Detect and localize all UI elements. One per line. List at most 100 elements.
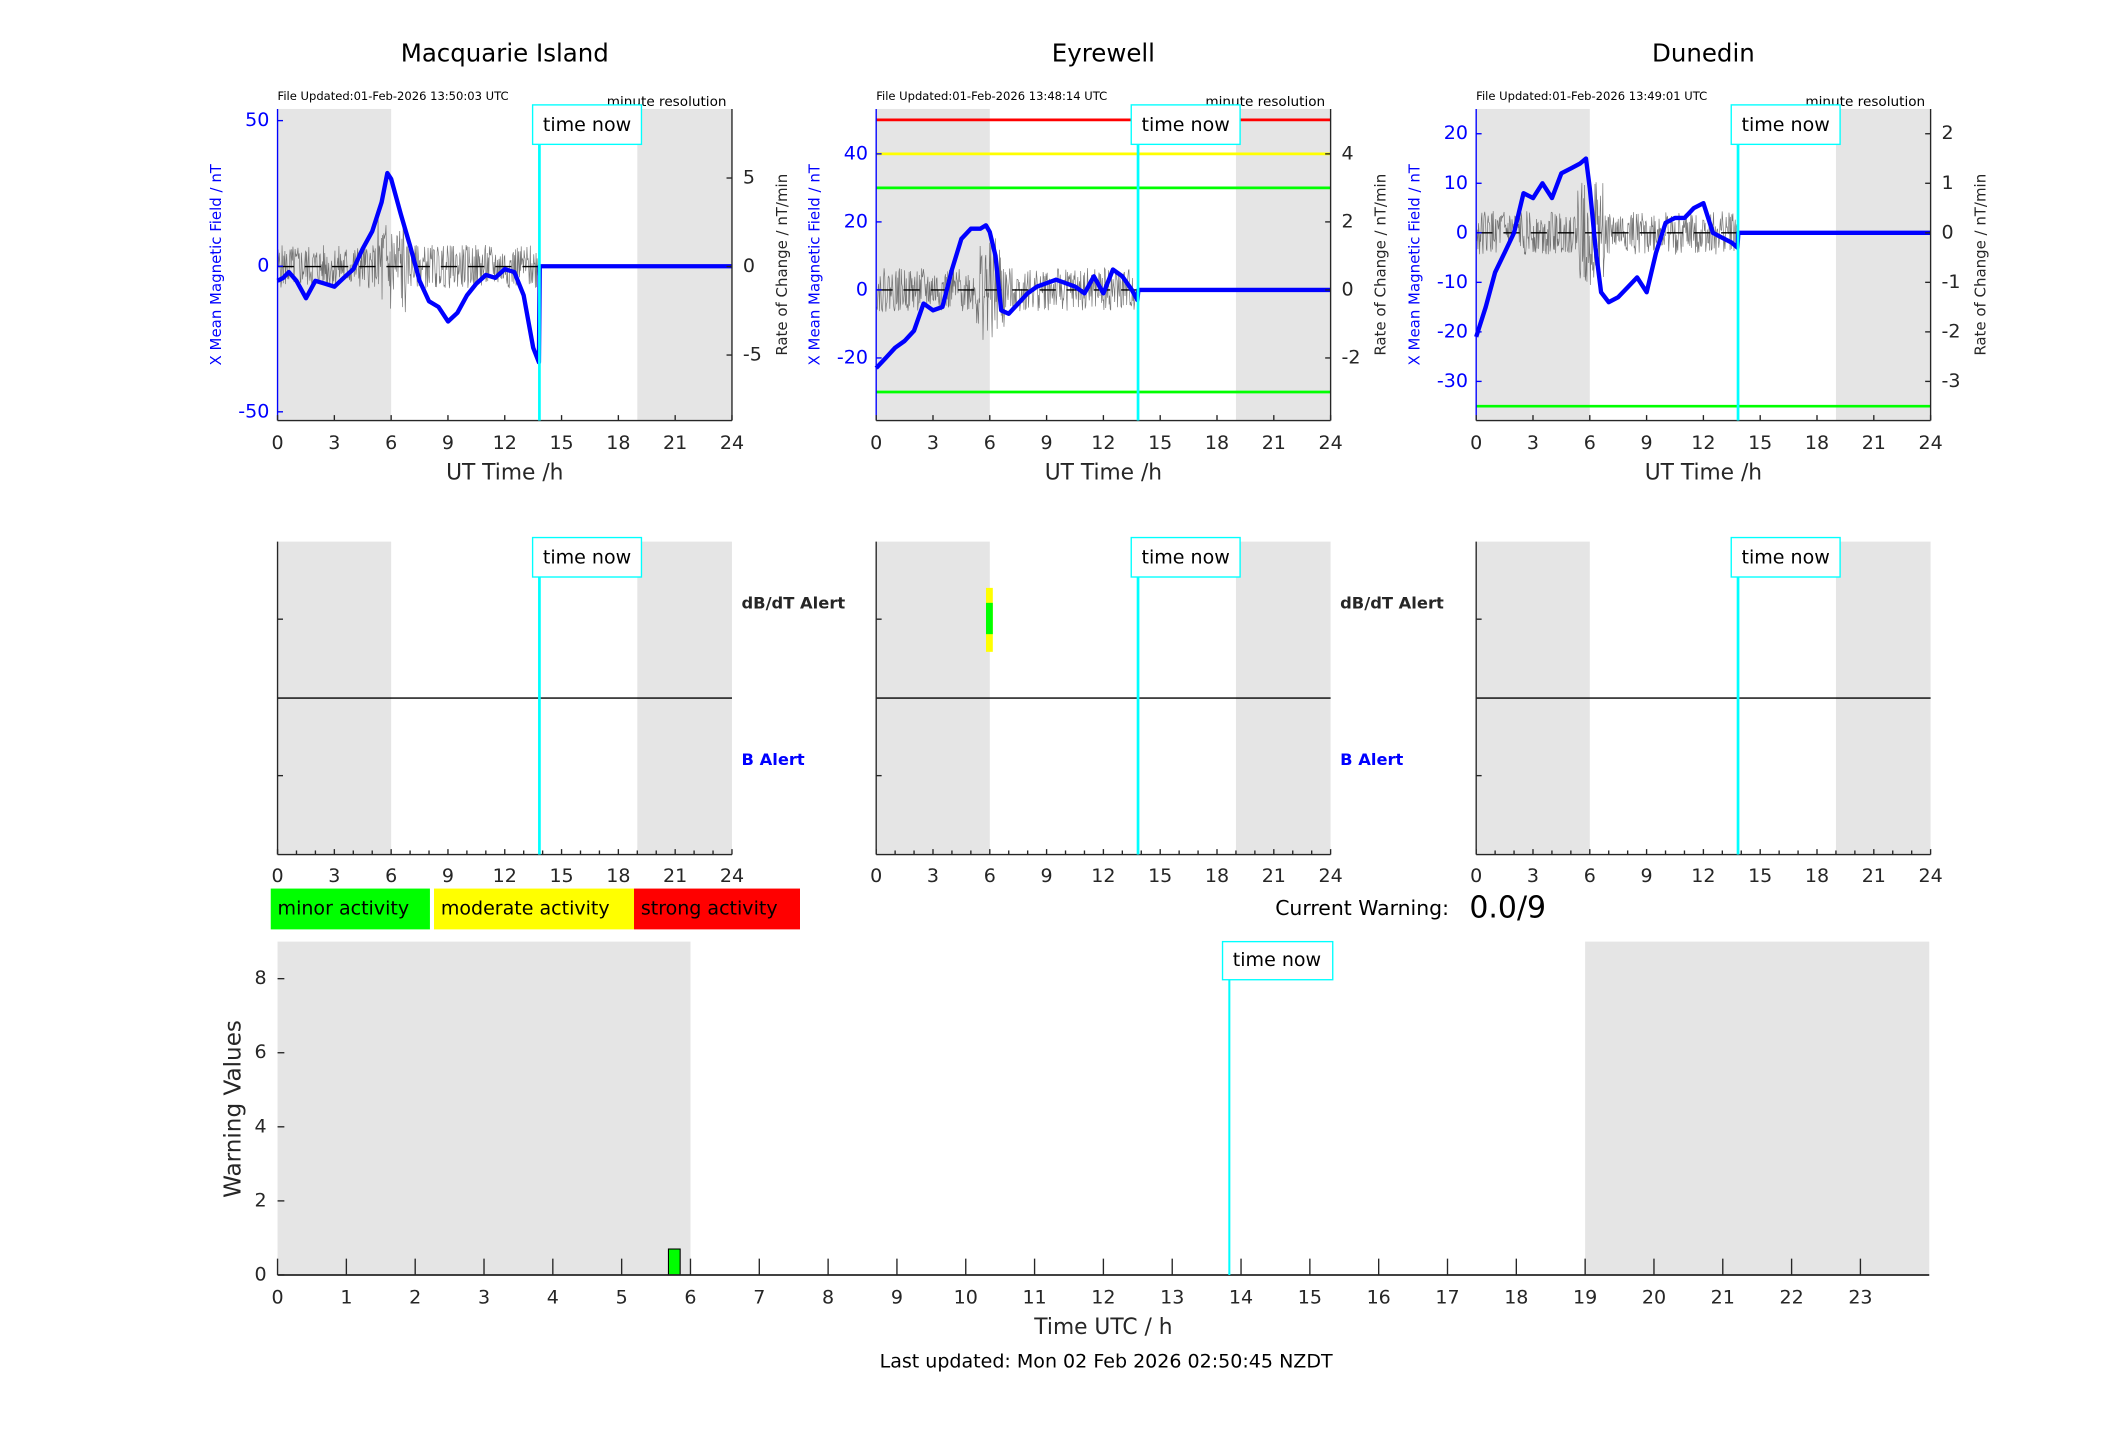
time-now-label: time now bbox=[1142, 114, 1230, 136]
x-tick-label: 6 bbox=[984, 865, 996, 887]
x-tick-label: 0 bbox=[271, 865, 283, 887]
right-tick-label: 2 bbox=[1941, 122, 1953, 144]
left-tick-label: -20 bbox=[1437, 320, 1468, 342]
time-now-label: time now bbox=[543, 546, 631, 568]
right-tick-label: -2 bbox=[1341, 346, 1360, 368]
time-now-box bbox=[1130, 536, 1241, 578]
x-tick-label: 0 bbox=[1470, 432, 1482, 454]
x-tick-label: 9 bbox=[1041, 865, 1053, 887]
legend-label: strong activity bbox=[641, 897, 778, 919]
alert-panel-1: 0 3 6 9 12 15 18 21 24 time now dB/dT Alert B Alert bbox=[870, 536, 1444, 887]
x-tick-label: 18 bbox=[1205, 865, 1229, 887]
rate-of-change-line bbox=[277, 217, 540, 313]
x-tick-label: 0 bbox=[271, 432, 283, 454]
station-title: Dunedin bbox=[1652, 39, 1755, 68]
current-warning-label: Current Warning: bbox=[1275, 896, 1449, 920]
dbdt-alert-label: dB/dT Alert bbox=[741, 594, 845, 613]
x-tick-label: 9 bbox=[442, 432, 454, 454]
legend-swatch bbox=[270, 888, 430, 930]
x-tick-label: 19 bbox=[1573, 1287, 1597, 1309]
left-axis-label: X Mean Magnetic Field / nT bbox=[805, 163, 823, 365]
warning-bar bbox=[667, 1248, 681, 1276]
x-tick-label: 15 bbox=[549, 865, 573, 887]
x-tick-label: 12 bbox=[1691, 432, 1715, 454]
y-tick-label: 6 bbox=[255, 1041, 267, 1063]
x-tick-label: 3 bbox=[478, 1287, 490, 1309]
x-tick-label: 24 bbox=[1918, 432, 1942, 454]
x-tick-label: 6 bbox=[984, 432, 996, 454]
x-tick-label: 11 bbox=[1022, 1287, 1046, 1309]
time-now-label: time now bbox=[1742, 546, 1830, 568]
x-tick-label: 15 bbox=[1148, 432, 1172, 454]
right-tick-label: 0 bbox=[743, 255, 755, 277]
right-tick-label: 0 bbox=[1941, 221, 1953, 243]
legend-swatch bbox=[434, 888, 635, 930]
x-tick-label: 24 bbox=[1918, 865, 1942, 887]
x-tick-label: 24 bbox=[720, 865, 744, 887]
x-tick-label: 12 bbox=[493, 432, 517, 454]
x-tick-label: 3 bbox=[927, 865, 939, 887]
time-now-box bbox=[1130, 104, 1241, 146]
left-tick-label: 40 bbox=[844, 142, 868, 164]
time-now-box bbox=[531, 104, 643, 146]
y-tick-label: 2 bbox=[255, 1189, 267, 1211]
left-axis-label: X Mean Magnetic Field / nT bbox=[207, 163, 225, 365]
x-tick-label: 7 bbox=[753, 1287, 765, 1309]
left-tick-label: -20 bbox=[837, 346, 868, 368]
x-tick-label: 18 bbox=[1805, 865, 1829, 887]
x-tick-label: 3 bbox=[1527, 865, 1539, 887]
night-shading bbox=[1585, 941, 1930, 1275]
x-tick-label: 12 bbox=[1091, 1287, 1115, 1309]
x-tick-label: 9 bbox=[1041, 432, 1053, 454]
x-tick-label: 0 bbox=[870, 432, 882, 454]
legend-swatch bbox=[634, 888, 800, 930]
time-now-label: time now bbox=[543, 114, 631, 136]
b-alert-label: B Alert bbox=[1340, 750, 1403, 769]
alert-panel-2: 0 3 6 9 12 15 18 21 24 time now bbox=[1470, 536, 1943, 887]
time-now-box bbox=[1730, 536, 1841, 578]
x-tick-label: 4 bbox=[547, 1287, 559, 1309]
x-tick-label: 15 bbox=[1148, 865, 1172, 887]
x-tick-label: 17 bbox=[1435, 1287, 1459, 1309]
y-tick-label: 0 bbox=[255, 1263, 267, 1285]
left-tick-label: 0 bbox=[1456, 221, 1468, 243]
left-tick-label: 0 bbox=[856, 278, 868, 300]
legend-label: minor activity bbox=[278, 897, 410, 919]
left-tick-label: 20 bbox=[844, 210, 868, 232]
x-tick-label: 24 bbox=[1318, 432, 1342, 454]
x-tick-label: 3 bbox=[328, 865, 340, 887]
x-tick-label: 21 bbox=[1711, 1287, 1735, 1309]
x-tick-label: 21 bbox=[1862, 865, 1886, 887]
x-tick-label: 18 bbox=[606, 865, 630, 887]
x-tick-label: 12 bbox=[493, 865, 517, 887]
station-panel-2: Dunedin File Updated:01-Feb-2026 13:49:01… bbox=[1405, 39, 1989, 486]
x-axis-label: UT Time /h bbox=[1045, 461, 1162, 486]
legend-label: moderate activity bbox=[441, 897, 610, 919]
x-tick-label: 9 bbox=[442, 865, 454, 887]
x-tick-label: 6 bbox=[385, 865, 397, 887]
x-tick-label: 0 bbox=[271, 1287, 283, 1309]
last-updated-text: Last updated: Mon 02 Feb 2026 02:50:45 N… bbox=[880, 1351, 1333, 1373]
x-tick-label: 12 bbox=[1091, 865, 1115, 887]
right-axis-label: Rate of Change / nT/min bbox=[773, 174, 791, 356]
file-updated-text: File Updated:01-Feb-2026 13:50:03 UTC bbox=[278, 89, 509, 103]
station-panel-1: Eyrewell File Updated:01-Feb-2026 13:48:1… bbox=[805, 39, 1389, 486]
x-tick-label: 24 bbox=[720, 432, 744, 454]
x-tick-label: 21 bbox=[663, 432, 687, 454]
x-tick-label: 21 bbox=[1862, 432, 1886, 454]
x-tick-label: 12 bbox=[1691, 865, 1715, 887]
y-tick-label: 4 bbox=[255, 1115, 267, 1137]
left-tick-label: -50 bbox=[238, 400, 269, 422]
x-tick-label: 18 bbox=[1504, 1287, 1528, 1309]
x-tick-label: 12 bbox=[1091, 432, 1115, 454]
rate-of-change-line bbox=[1475, 182, 1739, 286]
night-shading bbox=[1476, 108, 1590, 421]
x-tick-label: 15 bbox=[1748, 432, 1772, 454]
right-tick-label: -5 bbox=[743, 344, 762, 366]
time-now-box bbox=[1221, 940, 1334, 981]
x-tick-label: 3 bbox=[927, 432, 939, 454]
x-tick-label: 0 bbox=[870, 865, 882, 887]
x-tick-label: 6 bbox=[1584, 865, 1596, 887]
x-tick-label: 21 bbox=[663, 865, 687, 887]
